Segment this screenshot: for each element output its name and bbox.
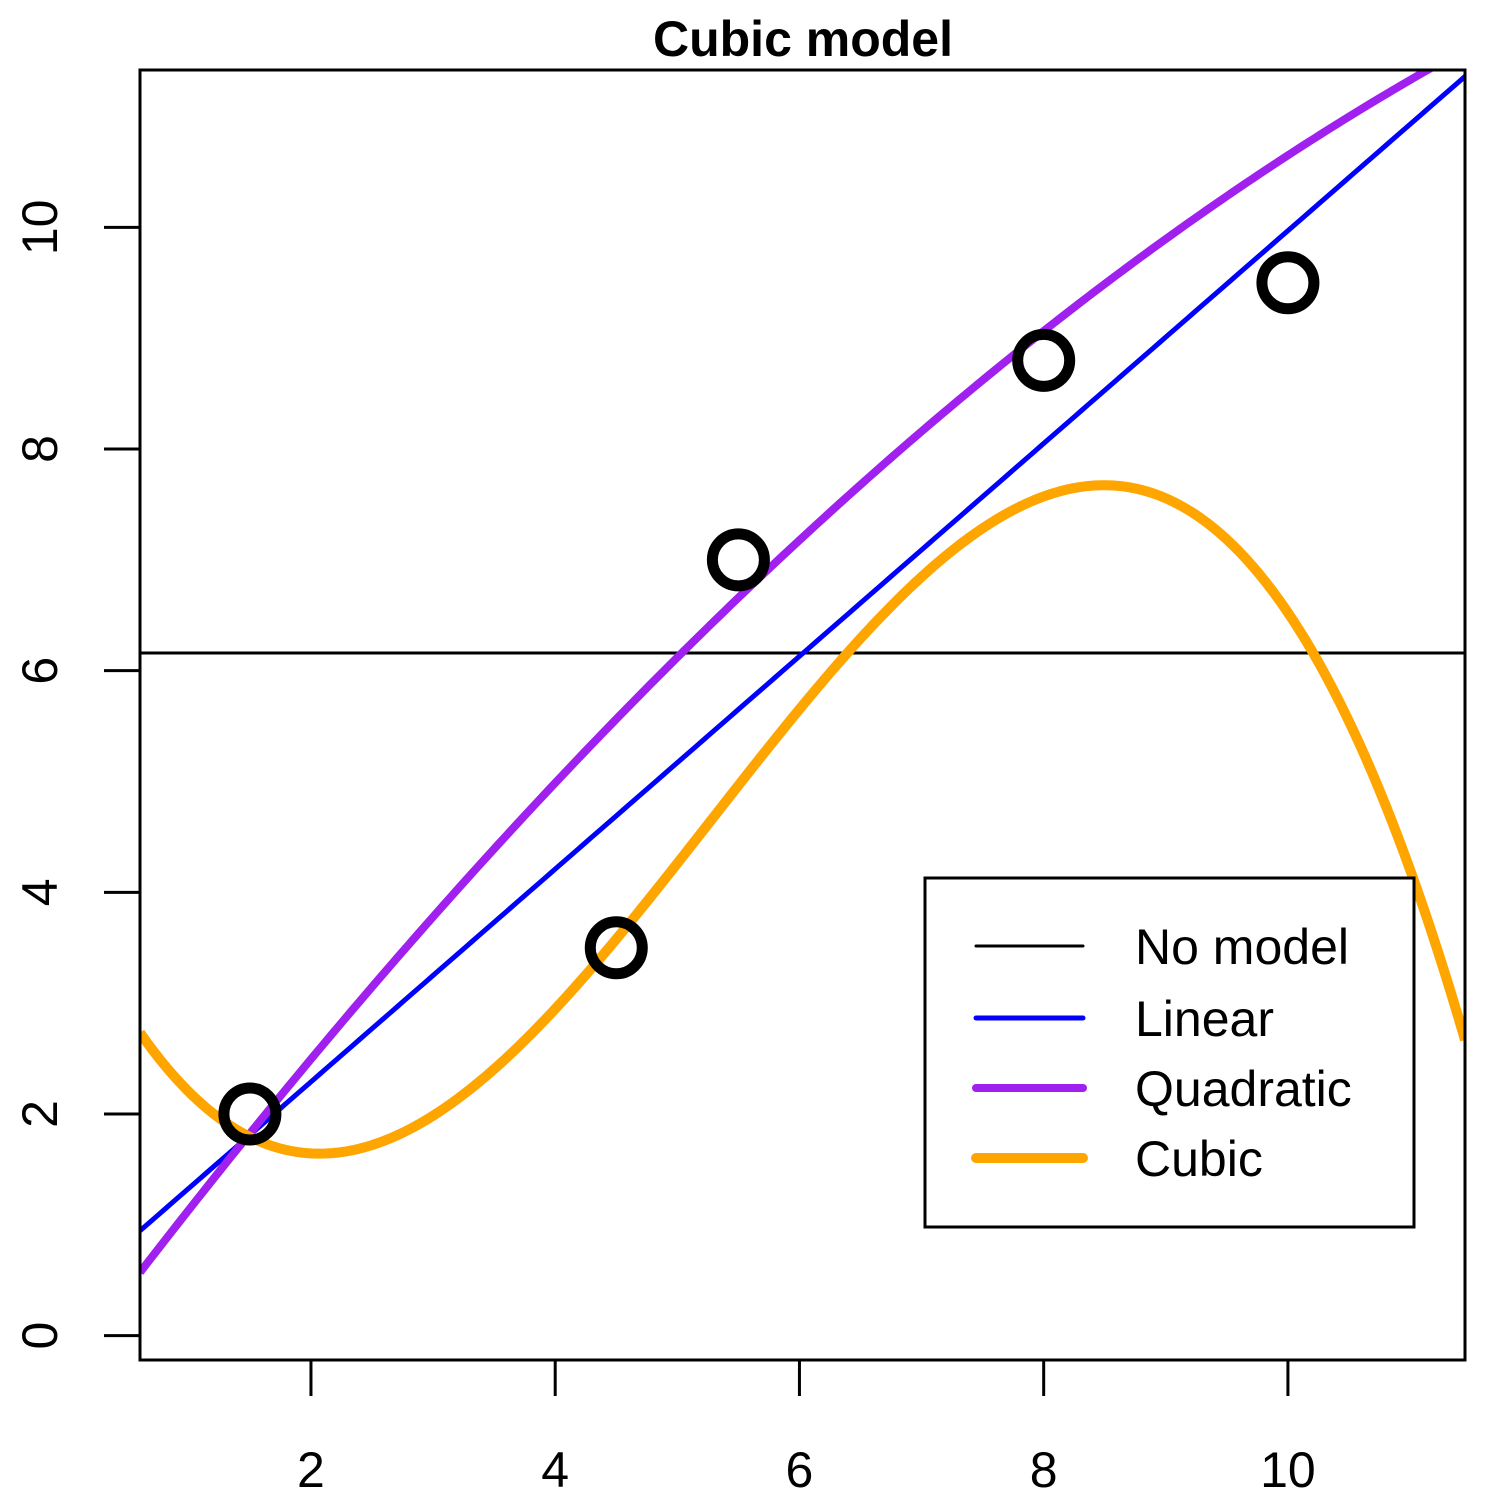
y-tick-label: 2: [12, 1100, 68, 1128]
data-points: [218, 251, 1320, 1146]
x-tick-label: 4: [541, 1442, 569, 1498]
curve-quadratic: [140, 70, 1436, 1275]
curve-cubic: [140, 480, 1465, 1159]
x-axis: 2 4 6 8 10: [297, 1360, 1316, 1498]
data-point: [706, 528, 770, 592]
x-tick-label: 10: [1260, 1442, 1316, 1498]
chart-title: Cubic model: [653, 11, 953, 67]
x-tick-label: 6: [786, 1442, 814, 1498]
data-point: [584, 916, 648, 980]
y-tick-label: 8: [12, 435, 68, 463]
model-curves: [140, 70, 1465, 1275]
plot-frame: [138, 68, 1467, 1362]
y-tick-label: 6: [12, 657, 68, 685]
legend-box: [923, 876, 1416, 1229]
data-point: [1012, 328, 1076, 392]
legend-label: Quadratic: [1135, 1061, 1352, 1117]
legend-label: Linear: [1135, 991, 1274, 1047]
y-tick-label: 10: [12, 200, 68, 256]
y-tick-label: 0: [12, 1322, 68, 1350]
legend-label: No model: [1135, 919, 1349, 975]
legend: No model Linear Quadratic Cubic: [923, 876, 1416, 1229]
x-tick-label: 8: [1030, 1442, 1058, 1498]
y-tick-label: 4: [12, 878, 68, 906]
legend-label: Cubic: [1135, 1131, 1263, 1187]
data-point: [1256, 251, 1320, 315]
data-point: [218, 1082, 282, 1146]
y-axis: 0 2 4 6 8 10: [12, 200, 140, 1350]
curve-linear: [140, 74, 1465, 1233]
x-tick-label: 2: [297, 1442, 325, 1498]
